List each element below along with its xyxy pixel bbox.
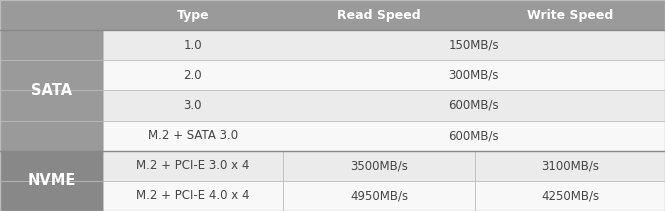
Text: 4250MB/s: 4250MB/s (541, 189, 599, 202)
Bar (103, 181, 283, 211)
Text: 4950MB/s: 4950MB/s (350, 189, 408, 202)
Text: 3.0: 3.0 (184, 99, 202, 112)
Text: NVME: NVME (27, 173, 76, 188)
Bar (103, 60, 283, 91)
Text: 3100MB/s: 3100MB/s (541, 159, 599, 172)
Bar (475, 181, 665, 211)
Bar (283, 120, 665, 151)
Bar (283, 91, 665, 120)
Bar (103, 91, 283, 120)
Text: Type: Type (176, 9, 209, 22)
Bar (283, 0, 475, 30)
Bar (283, 151, 475, 181)
Bar (0, 30, 103, 151)
Bar (283, 30, 665, 60)
Bar (103, 30, 283, 60)
Bar (103, 120, 283, 151)
Text: 150MB/s: 150MB/s (448, 39, 499, 52)
Bar (283, 60, 665, 91)
Text: 3500MB/s: 3500MB/s (350, 159, 408, 172)
Text: 600MB/s: 600MB/s (448, 129, 499, 142)
Text: M.2 + SATA 3.0: M.2 + SATA 3.0 (148, 129, 238, 142)
Text: SATA: SATA (31, 83, 72, 98)
Text: 300MB/s: 300MB/s (449, 69, 499, 82)
Text: Read Speed: Read Speed (337, 9, 421, 22)
Text: M.2 + PCI-E 3.0 x 4: M.2 + PCI-E 3.0 x 4 (136, 159, 249, 172)
Text: 1.0: 1.0 (184, 39, 202, 52)
Bar (103, 0, 283, 30)
Text: 2.0: 2.0 (184, 69, 202, 82)
Bar (103, 151, 283, 181)
Bar (283, 181, 475, 211)
Bar (0, 0, 665, 30)
Text: Write Speed: Write Speed (527, 9, 613, 22)
Bar (475, 0, 665, 30)
Bar (475, 151, 665, 181)
Bar (0, 151, 103, 211)
Text: 600MB/s: 600MB/s (448, 99, 499, 112)
Text: M.2 + PCI-E 4.0 x 4: M.2 + PCI-E 4.0 x 4 (136, 189, 249, 202)
